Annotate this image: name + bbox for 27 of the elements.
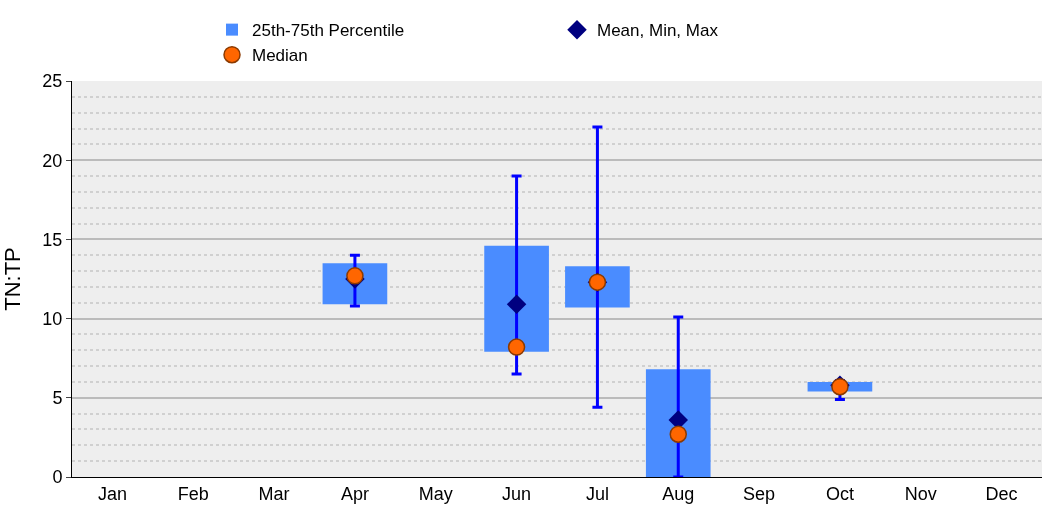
y-tick-label: 0 [52,467,63,488]
bar [645,369,711,477]
y-tick-label: 5 [52,388,63,409]
x-tick-label: Sep [743,483,776,504]
x-tick-label: Jul [585,483,609,504]
x-tick-label: Mar [258,483,290,504]
legend-label: Median [252,46,308,66]
legend-label: 25th-75th Percentile [252,21,405,41]
x-tick-label: May [418,483,453,504]
x-tick-label: Jun [502,483,532,504]
bar [484,245,549,352]
point [506,294,527,315]
point [669,425,687,443]
y-tick-label: 15 [42,229,63,250]
x-tick-label: Feb [177,483,209,504]
x-tick-label: Nov [904,483,937,504]
x-tick-label: Apr [340,483,369,504]
x-tick-label: Aug [662,483,695,504]
x-tick-label: Dec [985,483,1018,504]
legend-label: Mean, Min, Max [597,21,719,41]
y-tick-label: 25 [42,71,63,92]
y-tick-label: 10 [42,308,63,329]
x-tick-label: Jan [97,483,127,504]
y-axis-title: TN:TP [0,247,26,311]
x-tick-label: Oct [825,483,854,504]
y-tick-label: 20 [42,150,63,171]
point [507,338,526,356]
